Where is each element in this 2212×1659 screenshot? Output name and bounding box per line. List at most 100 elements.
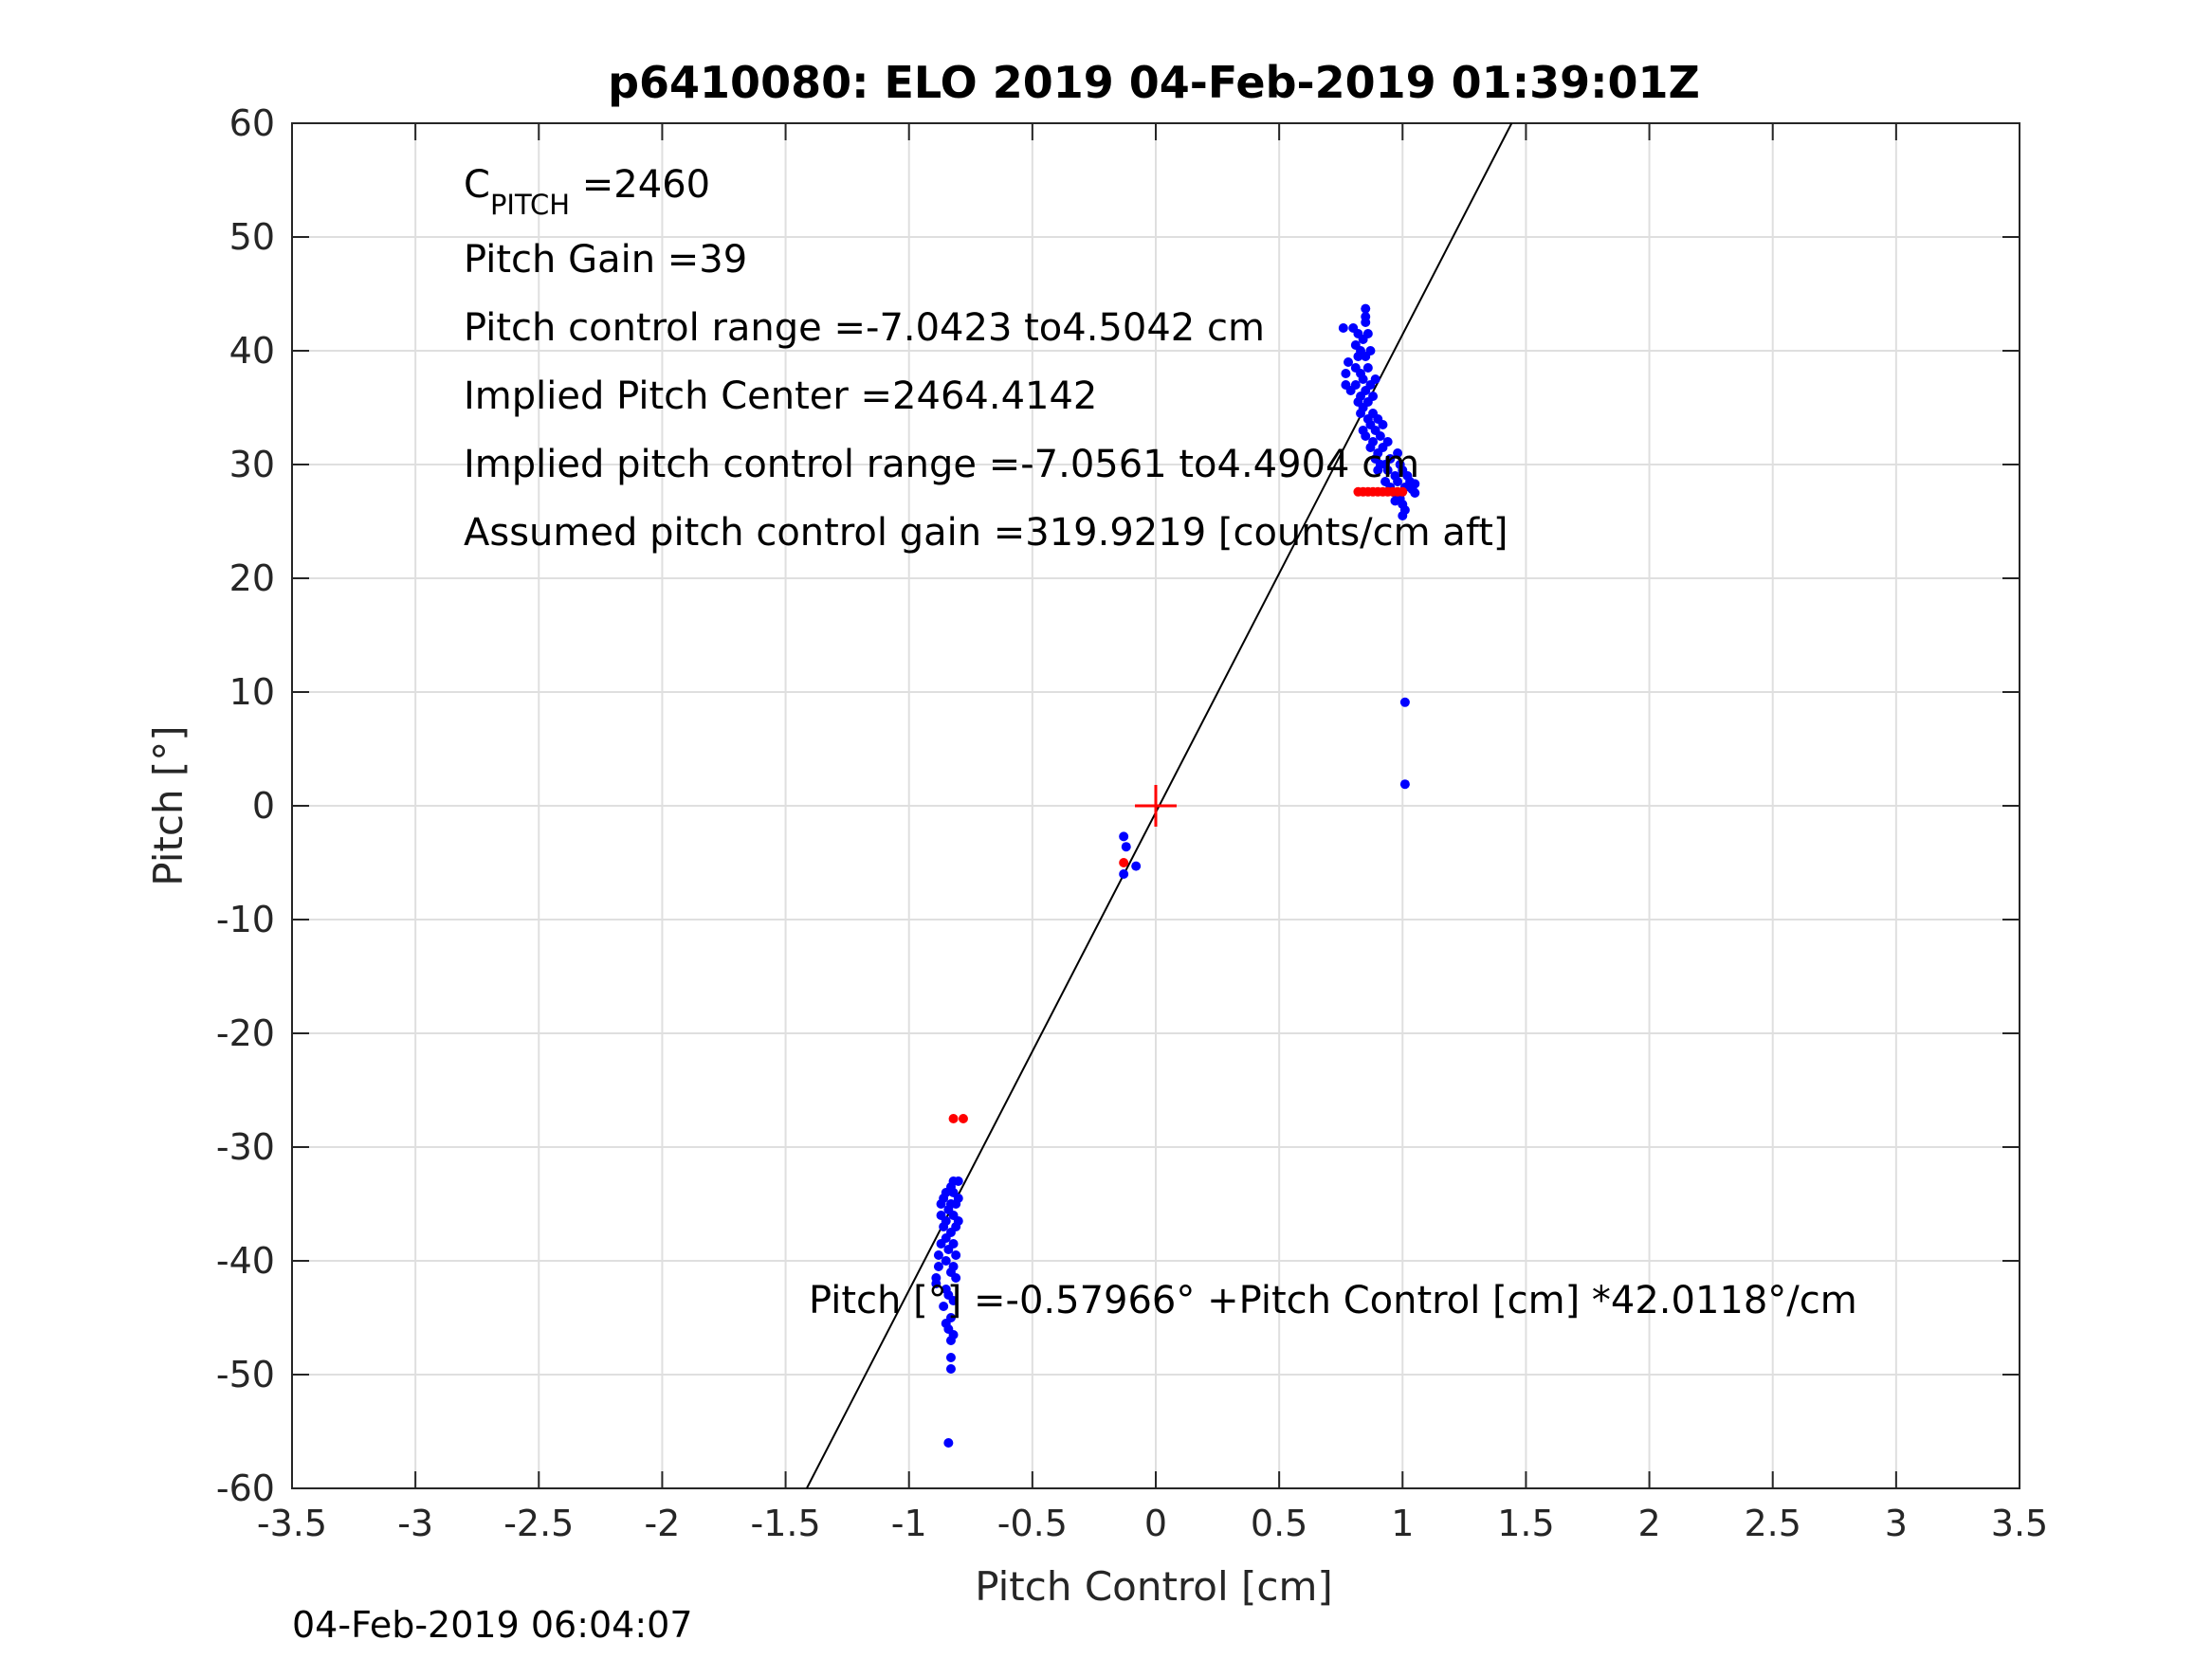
data-point-blue (1382, 437, 1393, 447)
data-point-blue (1361, 318, 1371, 327)
x-tick-label: -2.5 (503, 1503, 574, 1544)
data-point-blue (1362, 329, 1373, 338)
data-point-blue (1378, 420, 1388, 429)
y-axis-label: Pitch [°] (145, 725, 192, 885)
data-point-blue (1399, 697, 1410, 707)
chart-title: p6410080: ELO 2019 04-Feb-2019 01:39:01Z (608, 57, 1700, 108)
data-point-blue (1361, 303, 1371, 314)
data-point-blue (948, 1296, 959, 1305)
data-point-blue (1361, 431, 1371, 441)
data-point-blue (951, 1250, 961, 1260)
x-tick-label: -3 (397, 1503, 433, 1544)
data-point-blue (1368, 392, 1379, 401)
x-tick-label: 2 (1637, 1503, 1660, 1544)
data-point-blue (1370, 374, 1380, 384)
data-point-blue (1393, 477, 1403, 486)
data-point-blue (953, 1216, 963, 1226)
data-point-red (958, 1114, 968, 1123)
data-point-blue (1375, 431, 1385, 441)
x-tick-label: 3.5 (1991, 1503, 2048, 1544)
cpitch-value: =2460 (570, 163, 710, 207)
data-point-blue (1368, 437, 1379, 447)
y-tick-label: 40 (229, 330, 275, 372)
axis-ticks (291, 122, 2020, 1489)
y-tick-label: 50 (229, 216, 275, 258)
assumed-gain-annotation: Assumed pitch control gain =319.9219 [co… (464, 511, 1508, 555)
x-tick-label: 0.5 (1251, 1503, 1307, 1544)
x-tick-label: 1.5 (1497, 1503, 1554, 1544)
data-point-blue (1382, 465, 1393, 475)
data-point-blue (1385, 454, 1396, 464)
data-point-blue (951, 1273, 961, 1283)
data-point-blue (933, 1250, 943, 1260)
data-point-blue (1393, 448, 1403, 458)
data-point-blue (1399, 505, 1410, 515)
control-range-annotation: Pitch control range =-7.0423 to4.5042 cm (464, 306, 1265, 350)
y-tick-label: -50 (216, 1354, 275, 1395)
cpitch-subscript: PITCH (490, 189, 570, 221)
y-tick-label: 0 (252, 785, 275, 827)
center-marker (1135, 785, 1177, 827)
data-point-blue (1410, 479, 1420, 489)
y-tick-label: -40 (216, 1240, 275, 1282)
data-point-blue (948, 1330, 959, 1340)
data-point-blue (1350, 380, 1361, 390)
cpitch-symbol: C (464, 163, 490, 207)
y-tick-labels: -60 -50 -40 -30 -20 -10 0 10 20 30 40 50 60 (216, 102, 275, 1509)
y-tick-label: 30 (229, 444, 275, 485)
data-point-blue (945, 1353, 956, 1362)
x-tick-labels: -3.5 -3 -2.5 -2 -1.5 -1 -0.5 0 0.5 1 1.5 2 2.5 3 3.5 (257, 1503, 2048, 1544)
x-tick-label: -2 (644, 1503, 680, 1544)
x-tick-label: -0.5 (997, 1503, 1068, 1544)
print-timestamp: 04-Feb-2019 06:04:07 (292, 1604, 693, 1646)
data-point-blue (1121, 842, 1131, 852)
data-point-blue (1365, 346, 1376, 356)
data-point-blue (1119, 869, 1129, 879)
data-point-blue (948, 1239, 959, 1249)
x-axis-label: Pitch Control [cm] (975, 1563, 1333, 1610)
x-tick-label: -1 (891, 1503, 927, 1544)
data-point-blue (939, 1302, 949, 1311)
data-point-blue (945, 1364, 956, 1374)
x-tick-label: 2.5 (1744, 1503, 1801, 1544)
data-point-blue (1131, 861, 1142, 871)
data-point-blue (1119, 831, 1129, 842)
x-tick-label: 3 (1885, 1503, 1908, 1544)
data-point-red (948, 1114, 959, 1123)
data-point-blue (1362, 363, 1373, 373)
data-points (931, 303, 1420, 1448)
data-point-red (1119, 858, 1129, 867)
data-point-blue (1390, 496, 1400, 506)
data-point-blue (1344, 357, 1354, 367)
data-point-blue (933, 1262, 943, 1271)
data-point-blue (1358, 374, 1368, 384)
data-point-blue (941, 1256, 951, 1266)
y-tick-label: -30 (216, 1126, 275, 1168)
y-tick-label: 20 (229, 557, 275, 599)
data-point-blue (1399, 779, 1410, 790)
x-tick-label: 0 (1144, 1503, 1167, 1544)
data-point-red (1398, 486, 1408, 497)
data-point-blue (953, 1176, 963, 1186)
grid-lines (291, 122, 2020, 1489)
data-point-blue (1338, 323, 1348, 333)
x-tick-label: -1.5 (750, 1503, 820, 1544)
data-point-blue (945, 1313, 956, 1322)
data-point-blue (931, 1273, 941, 1283)
data-point-blue (941, 1216, 951, 1226)
data-point-blue (1341, 369, 1351, 378)
y-tick-label: 10 (229, 671, 275, 713)
y-tick-label: 60 (229, 102, 275, 144)
data-point-blue (1410, 488, 1420, 498)
data-point-blue (953, 1194, 963, 1203)
x-tick-label: 1 (1391, 1503, 1414, 1544)
y-tick-label: -60 (216, 1468, 275, 1509)
pitch-gain-annotation: Pitch Gain =39 (464, 238, 747, 282)
implied-center-annotation: Implied Pitch Center =2464.4142 (464, 374, 1097, 418)
cpitch-annotation: CPITCH =2460 (464, 163, 710, 221)
fit-equation-annotation: Pitch [°] =-0.57966° +Pitch Control [cm]… (809, 1279, 1857, 1322)
y-tick-label: -10 (216, 899, 275, 940)
data-point-blue (943, 1438, 954, 1448)
